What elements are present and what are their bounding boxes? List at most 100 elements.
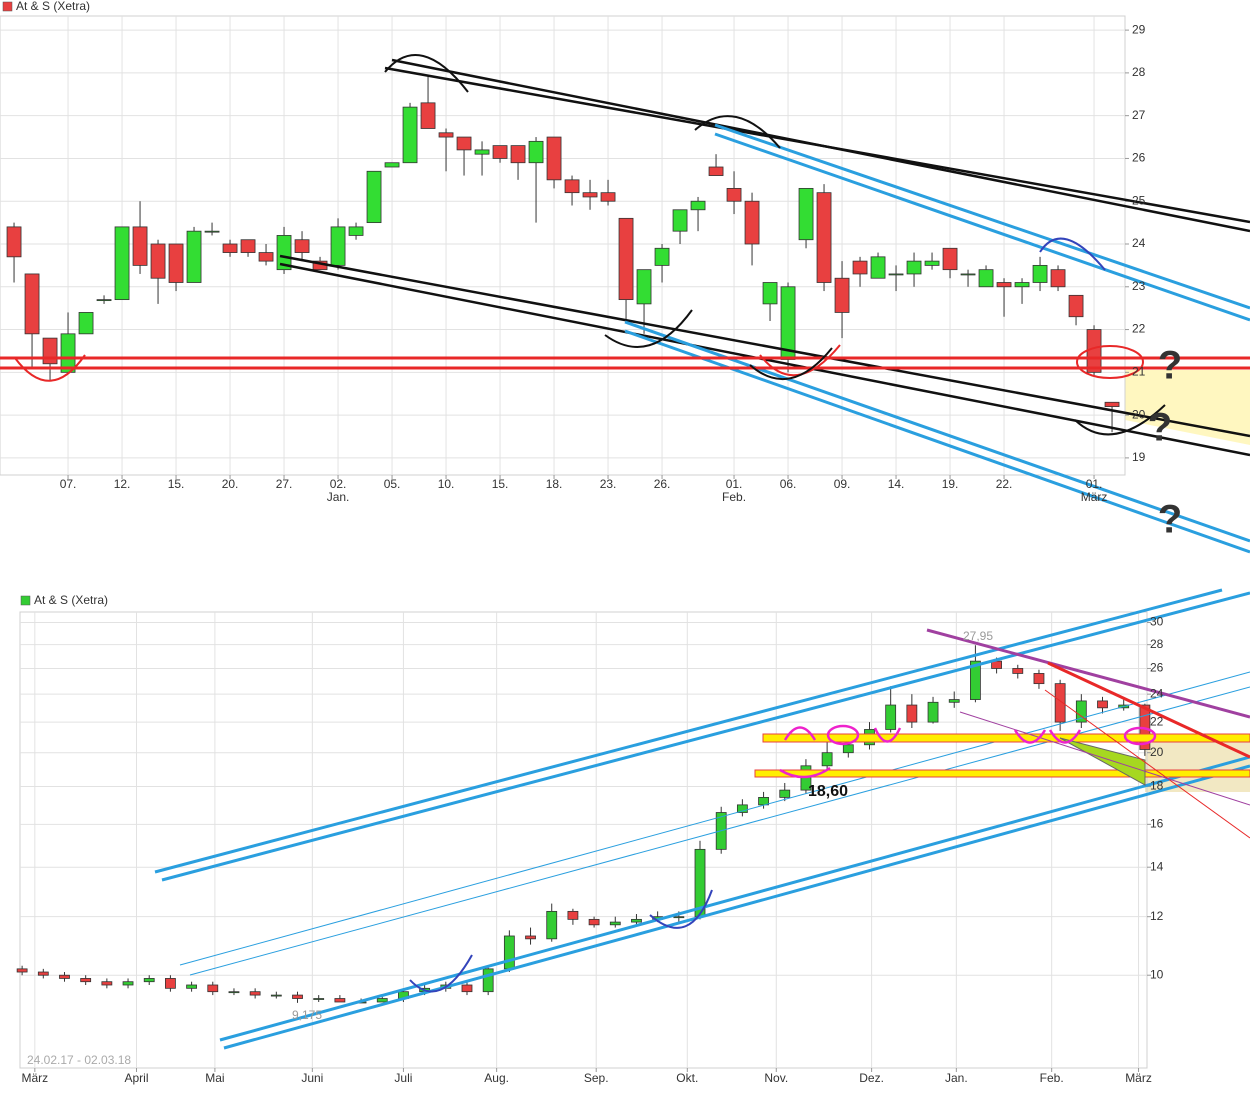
x-tick-label: 22. (996, 477, 1013, 491)
x-tick-label: 15. (168, 477, 185, 491)
candle-body (978, 269, 994, 288)
candle-body (654, 247, 670, 266)
candle-body (1033, 673, 1045, 685)
x-tick-label: Juli (394, 1071, 412, 1085)
y-tick-label: 21 (1132, 365, 1146, 379)
x-tick-label: 20. (222, 477, 239, 491)
candle-body (348, 226, 364, 236)
candle-body (1086, 329, 1102, 373)
annotation: ? (1158, 498, 1182, 542)
candle-body (1075, 700, 1087, 723)
x-tick-label: Mai (205, 1071, 224, 1085)
y-tick-label: 26 (1150, 661, 1164, 675)
candle-body (948, 699, 960, 703)
candle-body (6, 226, 22, 258)
x-tick-label: 06. (780, 477, 797, 491)
legend-label: At & S (Xetra) (16, 0, 90, 13)
trend-line (714, 123, 1250, 310)
candle-body (258, 252, 274, 262)
candle-body (690, 200, 706, 211)
y-tick-label: 25 (1132, 193, 1146, 207)
candle-body (122, 981, 134, 986)
candle-body (1054, 683, 1066, 723)
date-range: 24.02.17 - 02.03.18 (27, 1053, 131, 1067)
candle-body (960, 273, 976, 276)
candle-body (366, 170, 382, 224)
drawn-curve (1039, 237, 1106, 271)
candle-body (609, 921, 621, 926)
x-tick-label: Feb. (1040, 1071, 1064, 1085)
x-tick-label: 09. (834, 477, 851, 491)
trend-line (714, 132, 1250, 322)
trend-line (161, 591, 1250, 882)
y-tick-label: 20 (1132, 407, 1146, 421)
price-label: 27,95 (963, 629, 993, 643)
candle-body (384, 162, 400, 168)
drawn-ellipse (1123, 726, 1157, 746)
zone-bar (762, 733, 1250, 743)
y-tick-label: 22 (1150, 714, 1164, 728)
candle-body (240, 239, 256, 253)
candle-body (292, 994, 303, 999)
zone-triangle (1059, 737, 1146, 786)
y-tick-label: 18 (1150, 779, 1164, 793)
y-tick-label: 14 (1150, 859, 1164, 873)
candle-body (673, 916, 685, 919)
highlight-zone (1125, 370, 1250, 445)
x-tick-label: 01. (1086, 477, 1103, 491)
candle-body (631, 918, 642, 923)
x-tick-label: 10. (438, 477, 455, 491)
legend-swatch (2, 1, 13, 12)
drawn-curve (1074, 404, 1166, 436)
x-tick-label: 05. (384, 477, 401, 491)
x-tick-label: Jan. (945, 1071, 968, 1085)
x-tick-label: 19. (942, 477, 959, 491)
candle-body (672, 209, 688, 232)
drawn-ellipse (1076, 345, 1144, 379)
y-tick-label: 16 (1150, 817, 1164, 831)
candle-body (503, 935, 515, 970)
candle-body (852, 260, 868, 275)
y-tick-label: 26 (1132, 151, 1146, 165)
candle-body (222, 243, 238, 253)
candle-body (420, 102, 436, 129)
candle-body (546, 910, 558, 940)
y-tick-label: 12 (1150, 909, 1164, 923)
candle-body (744, 200, 760, 245)
candle-body (474, 149, 490, 155)
candle-body (143, 978, 155, 983)
candle-body (1068, 294, 1084, 318)
x-tick-label: 02. (330, 477, 347, 491)
candle-body (816, 192, 832, 283)
x-tick-label: 27. (276, 477, 293, 491)
candle-body (42, 337, 58, 365)
y-tick-label: 29 (1132, 22, 1146, 36)
candle-body (313, 998, 325, 1000)
trend-line (391, 58, 1250, 233)
trend-line (154, 588, 1223, 874)
y-tick-label: 10 (1150, 967, 1164, 981)
candle-body (1104, 401, 1120, 407)
x-tick-label: 01. (726, 477, 743, 491)
trend-line (959, 711, 1250, 806)
candle-body (924, 260, 940, 266)
x-tick-label: Aug. (484, 1071, 509, 1085)
candle-body (1050, 269, 1066, 288)
candle-body (150, 243, 166, 279)
candle-body (78, 312, 94, 335)
candle-body (888, 273, 904, 276)
candle-body (249, 991, 261, 996)
x-tick-label: März (1125, 1071, 1152, 1085)
candle-body (482, 968, 494, 993)
x-tick-label: Dez. (859, 1071, 884, 1085)
candle-body (582, 192, 598, 198)
candle-body (132, 226, 148, 266)
x-tick-label: 26. (654, 477, 671, 491)
candle-body (528, 140, 544, 164)
candle-body (24, 273, 40, 335)
x-tick-label: 12. (114, 477, 131, 491)
candle-body (1097, 700, 1108, 709)
candle-body (525, 935, 536, 940)
candle-body (546, 136, 562, 181)
candle-body (970, 660, 981, 700)
